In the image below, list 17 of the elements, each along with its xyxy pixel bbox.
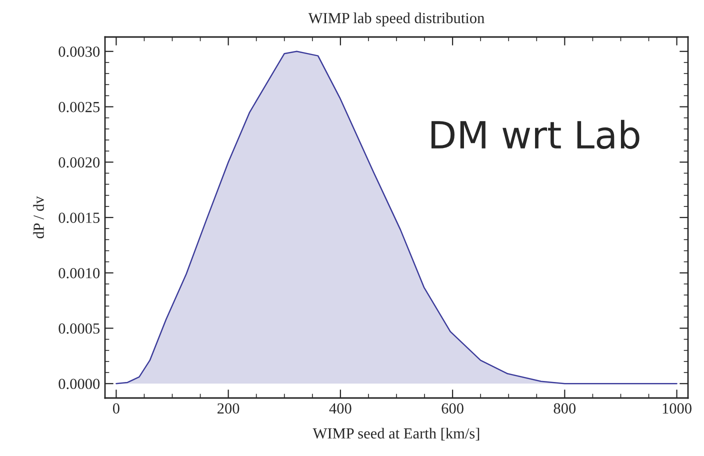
x-tick-label: 200 [218, 403, 240, 414]
annotation: DM wrt Lab [432, 120, 640, 149]
x-tick-label: 400 [329, 403, 352, 414]
y-tick-label: 0.0000 [58, 378, 100, 390]
chart-title: WIMP lab speed distribution [308, 12, 484, 26]
x-tick-label: 800 [554, 403, 576, 414]
x-tick-label: 1000 [662, 403, 692, 414]
y-tick-label: 0.0020 [58, 157, 100, 168]
y-tick-label: 0.0010 [58, 268, 100, 278]
x-axis-title: WIMP seed at Earth [km/s] [312, 428, 480, 440]
y-tick-label: 0.0015 [58, 212, 100, 224]
y-tick-label: 0.0030 [58, 46, 100, 57]
x-tick-label: 0 [112, 403, 120, 414]
y-axis-title: dP / dv [33, 196, 44, 238]
x-tick-label: 600 [442, 403, 464, 414]
y-tick-label: 0.0025 [58, 102, 100, 112]
y-tick-label: 0.0005 [58, 323, 100, 334]
